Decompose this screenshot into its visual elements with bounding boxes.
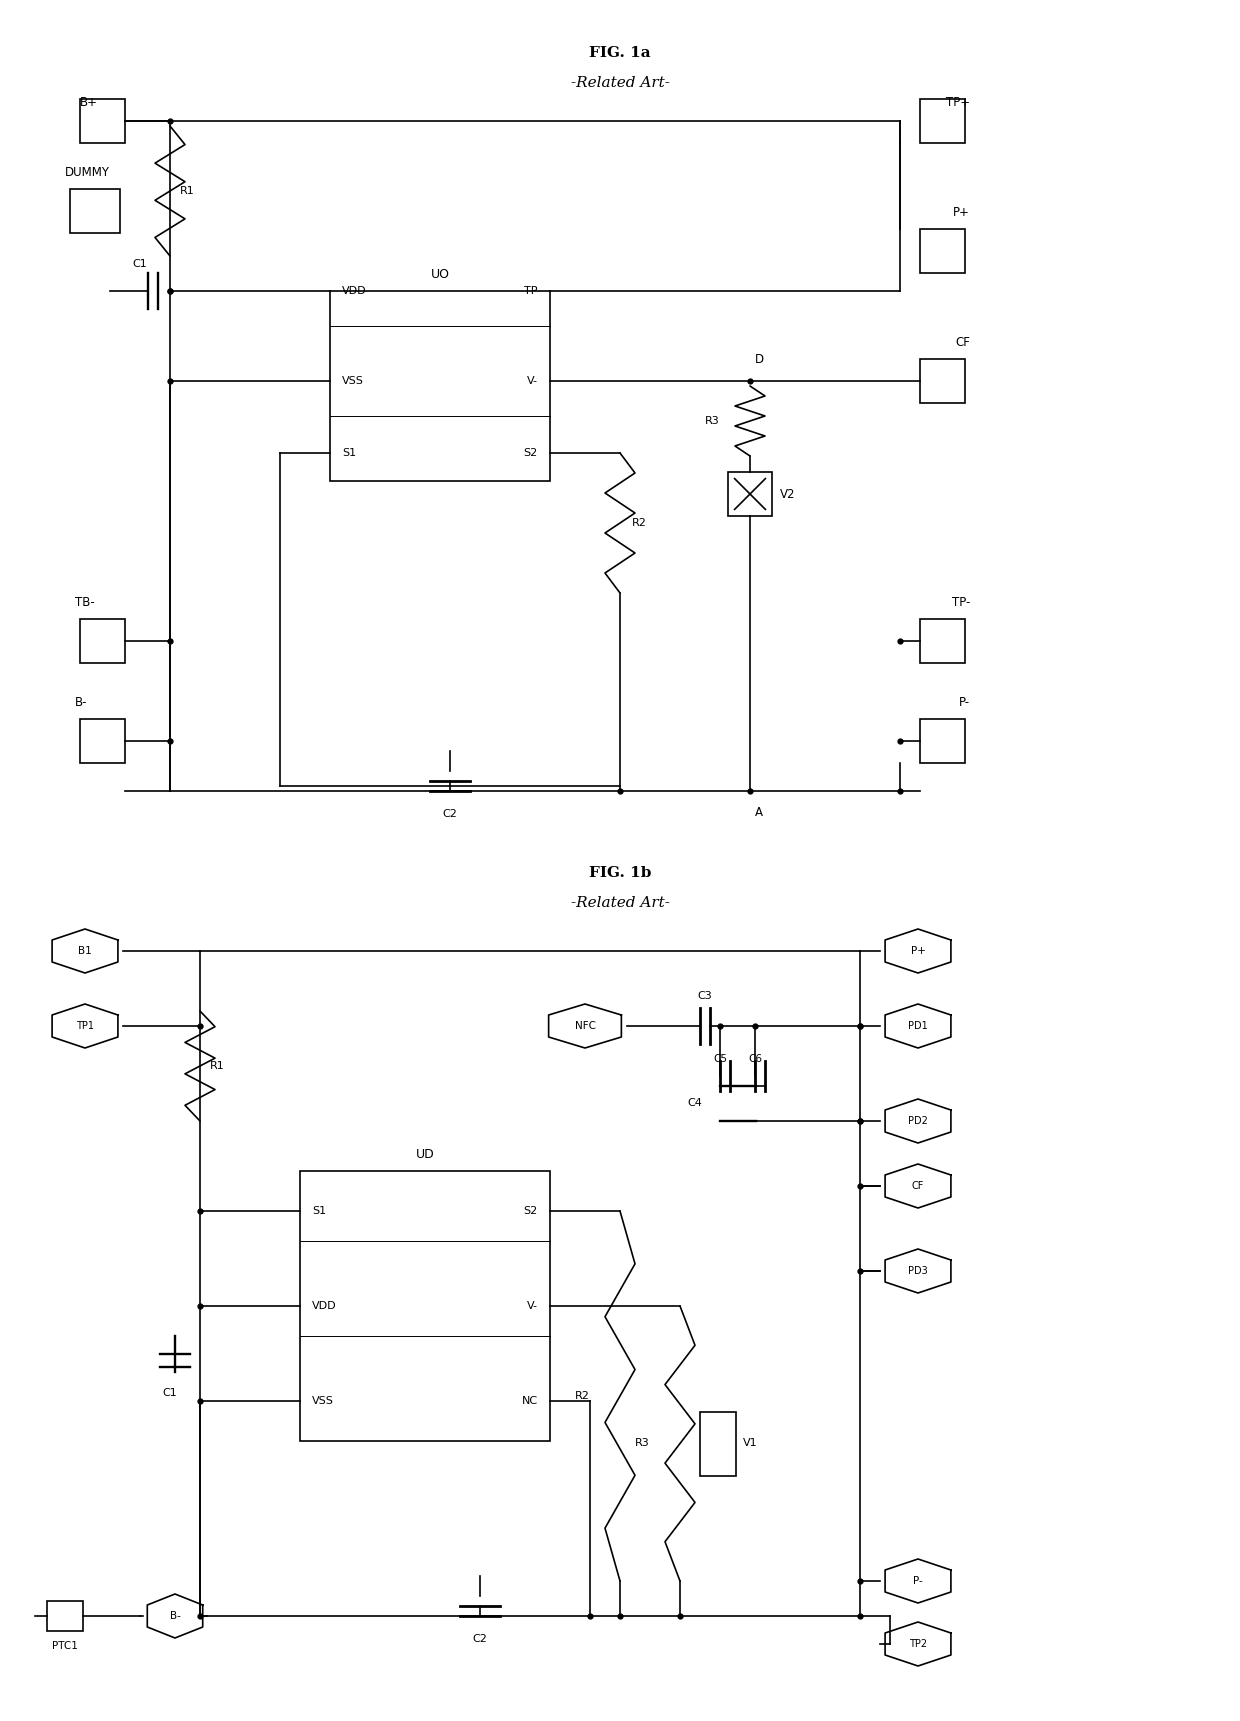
Bar bbox=[81, 719, 125, 762]
Text: B-: B- bbox=[170, 1611, 181, 1621]
Text: P+: P+ bbox=[910, 947, 925, 955]
Text: P+: P+ bbox=[954, 207, 970, 219]
Text: B1: B1 bbox=[78, 947, 92, 955]
Text: -Related Art-: -Related Art- bbox=[570, 76, 670, 89]
Text: A: A bbox=[755, 805, 763, 819]
Text: R3: R3 bbox=[706, 416, 719, 427]
Text: TB-: TB- bbox=[74, 595, 94, 609]
Bar bbox=[81, 620, 125, 663]
Bar bbox=[330, 291, 551, 480]
Text: P-: P- bbox=[959, 695, 970, 709]
Text: S1: S1 bbox=[342, 447, 356, 458]
Bar bbox=[81, 100, 125, 143]
Text: R2: R2 bbox=[575, 1391, 590, 1401]
Text: UD: UD bbox=[415, 1148, 434, 1162]
Text: P-: P- bbox=[913, 1576, 923, 1587]
Text: C2: C2 bbox=[472, 1633, 487, 1644]
Text: PD2: PD2 bbox=[908, 1115, 928, 1126]
Text: TP: TP bbox=[525, 286, 538, 296]
Text: NFC: NFC bbox=[574, 1021, 595, 1031]
Bar bbox=[920, 229, 965, 274]
Text: C3: C3 bbox=[698, 991, 712, 1002]
Text: C2: C2 bbox=[443, 809, 458, 819]
Text: FIG. 1b: FIG. 1b bbox=[589, 866, 651, 879]
Text: D: D bbox=[755, 353, 764, 367]
Text: TP+: TP+ bbox=[946, 96, 970, 108]
Text: S1: S1 bbox=[312, 1206, 326, 1217]
Text: V2: V2 bbox=[780, 487, 796, 501]
Bar bbox=[47, 1601, 83, 1632]
Bar bbox=[300, 1170, 551, 1440]
Text: V-: V- bbox=[527, 1301, 538, 1311]
Text: V1: V1 bbox=[743, 1439, 758, 1449]
Text: V-: V- bbox=[527, 375, 538, 386]
Text: R1: R1 bbox=[180, 186, 195, 196]
Bar bbox=[69, 189, 120, 232]
Text: DUMMY: DUMMY bbox=[64, 165, 110, 179]
Text: VDD: VDD bbox=[342, 286, 367, 296]
Text: TP1: TP1 bbox=[76, 1021, 94, 1031]
Bar bbox=[920, 620, 965, 663]
Text: R3: R3 bbox=[635, 1439, 650, 1449]
Text: B-: B- bbox=[74, 695, 88, 709]
Text: VSS: VSS bbox=[342, 375, 363, 386]
Text: R1: R1 bbox=[210, 1062, 224, 1070]
Bar bbox=[728, 472, 773, 516]
Text: NC: NC bbox=[522, 1396, 538, 1406]
Text: PD3: PD3 bbox=[908, 1267, 928, 1275]
Text: S2: S2 bbox=[523, 447, 538, 458]
Text: CF: CF bbox=[955, 336, 970, 349]
Bar bbox=[920, 360, 965, 403]
Text: B+: B+ bbox=[81, 96, 98, 108]
Text: C1: C1 bbox=[162, 1389, 177, 1399]
Text: PD1: PD1 bbox=[908, 1021, 928, 1031]
Text: C1: C1 bbox=[133, 258, 148, 268]
Text: PTC1: PTC1 bbox=[52, 1642, 78, 1650]
Text: R2: R2 bbox=[632, 518, 647, 528]
Text: TP-: TP- bbox=[951, 595, 970, 609]
Text: S2: S2 bbox=[523, 1206, 538, 1217]
Text: C5: C5 bbox=[713, 1053, 727, 1064]
Text: C4: C4 bbox=[688, 1098, 703, 1108]
Text: VSS: VSS bbox=[312, 1396, 334, 1406]
Text: TP2: TP2 bbox=[909, 1638, 928, 1649]
Text: -Related Art-: -Related Art- bbox=[570, 897, 670, 910]
Text: UO: UO bbox=[430, 268, 450, 281]
Text: C6: C6 bbox=[748, 1053, 763, 1064]
Bar bbox=[701, 1411, 737, 1475]
Text: FIG. 1a: FIG. 1a bbox=[589, 46, 651, 60]
Text: VDD: VDD bbox=[312, 1301, 336, 1311]
Text: CF: CF bbox=[911, 1181, 924, 1191]
Bar bbox=[920, 719, 965, 762]
Bar bbox=[920, 100, 965, 143]
